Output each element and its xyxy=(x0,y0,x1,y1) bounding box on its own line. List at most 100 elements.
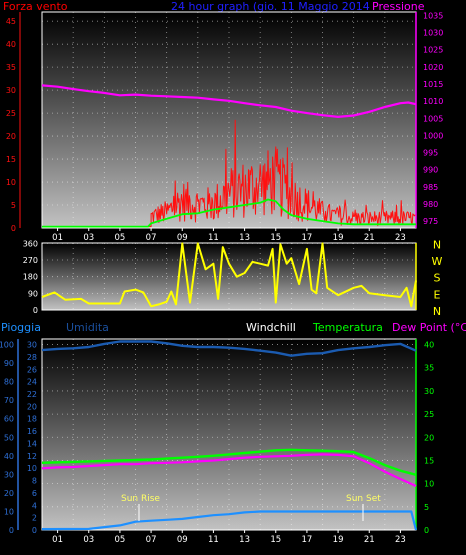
rain-axis-tick: 30 xyxy=(4,470,14,479)
rain-axis-tick: 40 xyxy=(4,452,14,461)
pressure-line xyxy=(41,84,417,118)
rain-axis-tick: 10 xyxy=(4,507,14,516)
sunrise-label: Sun Rise xyxy=(121,494,160,504)
pressure-axis-tick: 1005 xyxy=(423,114,443,123)
wind-axis-tick: 15 xyxy=(6,155,16,164)
humidity-axis-tick: 18 xyxy=(27,415,37,424)
humidity-line xyxy=(41,340,417,357)
average-wind-line xyxy=(42,198,416,228)
x-tick-label: 13 xyxy=(239,233,250,243)
compass-label: N xyxy=(433,305,441,318)
pressure-axis-tick: 990 xyxy=(423,166,438,175)
x-tick-label: 11 xyxy=(208,233,219,243)
wind-axis-tick: 30 xyxy=(6,86,16,95)
wind-axis-tick: 45 xyxy=(6,17,16,26)
temperature-label: Temperatura xyxy=(312,321,383,334)
temperature-axis-tick: 10 xyxy=(424,480,434,489)
x-tick-label: 13 xyxy=(239,535,250,545)
humidity-axis-tick: 26 xyxy=(27,365,37,374)
pressure-axis-tick: 975 xyxy=(423,217,438,226)
direction-axis-tick: 270 xyxy=(23,256,38,265)
direction-axis-tick: 360 xyxy=(23,239,38,248)
x-tick-label: 01 xyxy=(52,535,63,545)
humidity-axis-tick: 12 xyxy=(27,452,37,461)
wind-axis-tick: 0 xyxy=(11,224,16,233)
temperature-line xyxy=(41,448,417,476)
x-tick-label: 21 xyxy=(364,233,375,243)
humidity-axis-tick: 14 xyxy=(27,439,37,448)
pressure-axis-tick: 1030 xyxy=(423,29,443,38)
rain-line xyxy=(41,510,418,531)
x-tick-label: 07 xyxy=(146,535,157,545)
direction-axis-tick: 0 xyxy=(33,306,38,315)
x-tick-label: 11 xyxy=(208,535,219,545)
humidity-axis-tick: 0 xyxy=(32,526,37,535)
wind-axis-tick: 25 xyxy=(6,109,16,118)
x-tick-label: 15 xyxy=(270,233,281,243)
pressure-axis-tick: 995 xyxy=(423,149,438,158)
x-tick-label: 21 xyxy=(364,535,375,545)
rain-axis-tick: 60 xyxy=(4,415,14,424)
x-tick-label: 03 xyxy=(83,233,94,243)
wind-axis-tick: 35 xyxy=(6,63,16,72)
x-tick-label: 23 xyxy=(395,233,406,243)
humidity-axis-tick: 30 xyxy=(27,341,37,350)
wind-axis-tick: 40 xyxy=(6,40,16,49)
pressure-axis-tick: 1035 xyxy=(423,11,443,20)
temperature-axis-tick: 35 xyxy=(424,364,434,373)
humidity-axis-tick: 10 xyxy=(27,464,37,473)
x-tick-label: 07 xyxy=(146,233,157,243)
rain-axis-tick: 50 xyxy=(4,433,14,442)
pressure-axis-tick: 985 xyxy=(423,183,438,192)
wind-axis-tick: 10 xyxy=(6,178,16,187)
graph-period-title: 24 hour graph (gio. 11 Maggio 2014 xyxy=(171,0,370,13)
pressure-axis-tick: 1010 xyxy=(423,97,443,106)
compass-label: E xyxy=(434,288,441,301)
x-tick-label: 17 xyxy=(302,535,313,545)
temperature-rain-grid xyxy=(42,339,416,530)
rain-axis-tick: 100 xyxy=(0,341,14,350)
humidity-axis-tick: 28 xyxy=(27,353,37,362)
pressure-axis-tick: 1000 xyxy=(423,131,443,140)
wind-axis-tick: 5 xyxy=(11,201,16,210)
rain-axis-tick: 70 xyxy=(4,396,14,405)
x-tick-label: 23 xyxy=(395,535,406,545)
x-tick-label: 03 xyxy=(83,535,94,545)
wind-strength-title: Forza vento xyxy=(3,0,68,13)
humidity-axis-tick: 22 xyxy=(27,390,37,399)
wind-pressure-panel xyxy=(42,12,416,228)
rain-axis-tick: 0 xyxy=(9,526,14,535)
pressure-axis-tick: 1025 xyxy=(423,46,443,55)
compass-label: N xyxy=(433,238,441,251)
x-tick-label: 09 xyxy=(177,535,188,545)
humidity-axis-tick: 16 xyxy=(27,427,37,436)
x-tick-label: 15 xyxy=(270,535,281,545)
dewpoint-label: Dew Point (°C) xyxy=(392,321,466,334)
pressure-axis-tick: 980 xyxy=(423,200,438,209)
x-tick-label: 17 xyxy=(302,233,313,243)
direction-axis-tick: 90 xyxy=(28,289,38,298)
series-layer xyxy=(41,84,418,531)
humidity-axis-tick: 8 xyxy=(32,477,37,486)
temperature-axis-tick: 30 xyxy=(424,387,434,396)
windchill-label: Windchill xyxy=(246,321,296,334)
x-tick-label: 19 xyxy=(333,535,344,545)
temperature-axis-tick: 0 xyxy=(424,526,429,535)
axes-layer: 0510152025303540459759809859909951000100… xyxy=(0,11,443,545)
rain-axis-tick: 90 xyxy=(4,359,14,368)
x-tick-label: 19 xyxy=(333,233,344,243)
pressure-title: Pressione xyxy=(372,0,425,13)
pressure-axis-tick: 1015 xyxy=(423,80,443,89)
x-tick-label: 05 xyxy=(115,535,126,545)
humidity-axis-tick: 2 xyxy=(32,514,37,523)
humidity-axis-tick: 20 xyxy=(27,402,37,411)
wind-axis-tick: 20 xyxy=(6,132,16,141)
temperature-axis-tick: 15 xyxy=(424,456,434,465)
x-tick-label: 01 xyxy=(52,233,63,243)
humidity-axis-tick: 4 xyxy=(32,501,37,510)
wind-direction-line xyxy=(41,242,417,308)
dewpoint-line xyxy=(41,453,417,488)
humidity-axis-tick: 6 xyxy=(32,489,37,498)
temperature-axis-tick: 20 xyxy=(424,433,434,442)
temperature-axis-tick: 40 xyxy=(424,341,434,350)
